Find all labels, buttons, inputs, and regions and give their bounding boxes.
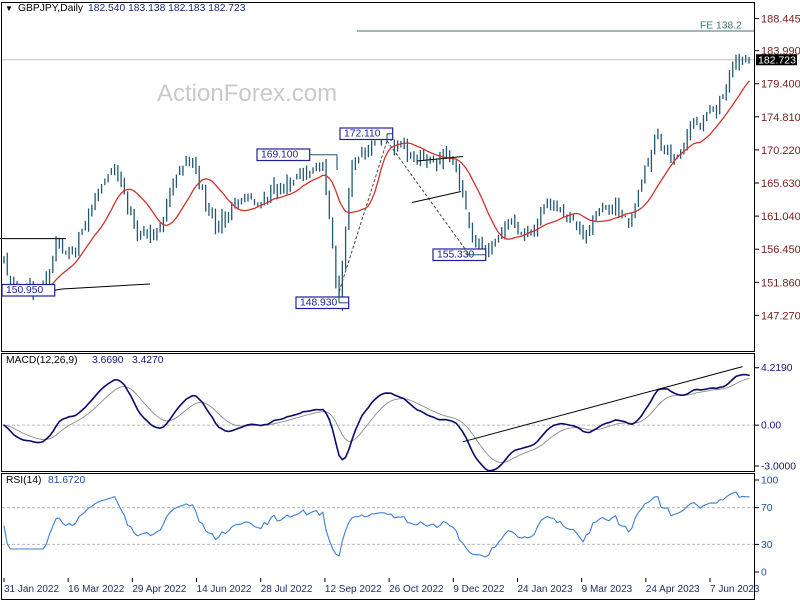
svg-text:165.630: 165.630 xyxy=(761,178,800,190)
svg-text:170.220: 170.220 xyxy=(761,145,800,157)
svg-text:MACD(12,26,9): MACD(12,26,9) xyxy=(6,355,78,366)
svg-text:0.00: 0.00 xyxy=(761,421,781,432)
svg-text:-3.0000: -3.0000 xyxy=(761,462,796,473)
svg-text:GBPJPY,Daily: GBPJPY,Daily xyxy=(18,3,84,14)
svg-text:182.540 183.138 182.183 182: 182.540 183.138 182.183 182.723 xyxy=(88,3,246,14)
svg-text:150.950: 150.950 xyxy=(6,285,43,296)
svg-text:151.860: 151.860 xyxy=(761,277,800,289)
svg-text:174.810: 174.810 xyxy=(761,112,800,124)
svg-text:3.4270: 3.4270 xyxy=(132,355,164,366)
svg-text:30: 30 xyxy=(761,540,773,551)
svg-text:161.040: 161.040 xyxy=(761,211,800,223)
svg-text:RSI(14): RSI(14) xyxy=(6,475,41,486)
svg-text:9 Mar 2023: 9 Mar 2023 xyxy=(582,584,633,595)
svg-text:12 Sep 2022: 12 Sep 2022 xyxy=(325,584,382,595)
svg-text:179.400: 179.400 xyxy=(761,79,800,91)
svg-text:24 Apr 2023: 24 Apr 2023 xyxy=(646,584,700,595)
svg-text:0: 0 xyxy=(761,568,767,579)
svg-text:FE 138.2: FE 138.2 xyxy=(700,21,742,32)
svg-text:148.930: 148.930 xyxy=(300,297,337,308)
svg-text:100: 100 xyxy=(761,476,778,487)
svg-text:9 Dec 2022: 9 Dec 2022 xyxy=(453,584,505,595)
svg-text:14 Jun 2022: 14 Jun 2022 xyxy=(197,584,252,595)
svg-text:16 Mar 2022: 16 Mar 2022 xyxy=(68,584,125,595)
svg-text:3.6690: 3.6690 xyxy=(92,355,124,366)
svg-text:182.723: 182.723 xyxy=(758,54,796,66)
svg-text:4.2190: 4.2190 xyxy=(761,363,793,374)
svg-text:31 Jan 2022: 31 Jan 2022 xyxy=(4,584,59,595)
svg-text:147.270: 147.270 xyxy=(761,310,800,322)
svg-text:7 Jun 2023: 7 Jun 2023 xyxy=(710,584,760,595)
svg-text:169.100: 169.100 xyxy=(261,149,298,160)
svg-text:▼: ▼ xyxy=(5,4,13,13)
svg-text:26 Oct 2022: 26 Oct 2022 xyxy=(389,584,444,595)
svg-text:188.445: 188.445 xyxy=(761,14,800,26)
svg-text:29 Apr 2022: 29 Apr 2022 xyxy=(132,584,186,595)
svg-text:24 Jan 2023: 24 Jan 2023 xyxy=(517,584,572,595)
svg-text:81.6720: 81.6720 xyxy=(48,475,85,486)
svg-text:156.450: 156.450 xyxy=(761,244,800,256)
svg-text:172.110: 172.110 xyxy=(344,128,381,139)
svg-text:70: 70 xyxy=(761,503,773,514)
svg-text:28 Jul 2022: 28 Jul 2022 xyxy=(261,584,313,595)
